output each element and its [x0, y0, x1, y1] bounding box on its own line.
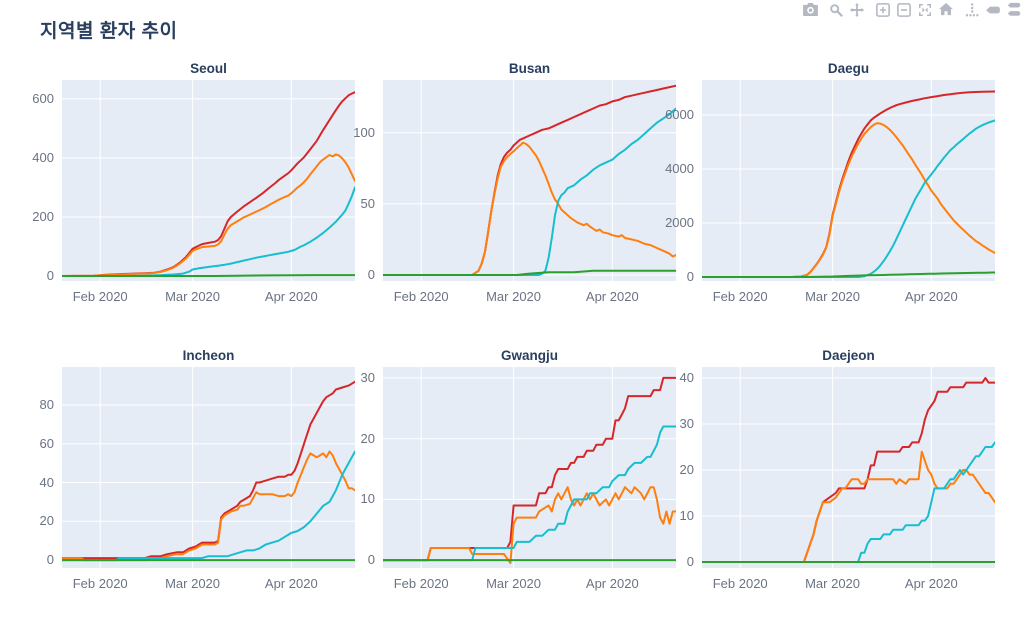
- series-line[interactable]: [383, 376, 676, 562]
- x-tick-label: Feb 2020: [393, 576, 449, 591]
- camera-icon[interactable]: [802, 2, 818, 17]
- x-tick-label: Mar 2020: [486, 289, 542, 304]
- hover-closest-icon[interactable]: [985, 2, 1001, 17]
- subplot-title-seoul: Seoul: [190, 61, 227, 76]
- series-line[interactable]: [702, 90, 995, 278]
- series-line[interactable]: [383, 107, 676, 276]
- x-tick-label: Feb 2020: [712, 289, 768, 304]
- y-tick-label: 30: [679, 416, 694, 432]
- series-line[interactable]: [383, 269, 676, 276]
- y-tick-label: 30: [360, 369, 375, 385]
- y-tick-label: 60: [39, 435, 54, 451]
- series-line[interactable]: [702, 119, 995, 278]
- zoom-in-icon[interactable]: [875, 2, 891, 17]
- x-tick-label: Mar 2020: [805, 289, 861, 304]
- modebar: [802, 2, 1022, 17]
- x-tick-label: Feb 2020: [72, 576, 128, 591]
- series-line[interactable]: [702, 271, 995, 278]
- series-line[interactable]: [702, 441, 995, 563]
- series-line[interactable]: [62, 450, 355, 562]
- y-tick-label: 0: [367, 552, 375, 568]
- y-tick-label: 20: [39, 513, 54, 529]
- series-line[interactable]: [383, 425, 676, 562]
- x-tick-label: Feb 2020: [72, 289, 128, 304]
- x-tick-label: Apr 2020: [264, 289, 318, 304]
- plot-area-daejeon[interactable]: [702, 367, 995, 568]
- modebar-group: [828, 2, 865, 17]
- spikelines-icon[interactable]: [964, 2, 980, 17]
- y-tick-label: 400: [32, 149, 54, 165]
- y-tick-label: 0: [46, 552, 54, 568]
- y-tick-label: 4000: [665, 160, 694, 176]
- x-tick-label: Mar 2020: [165, 576, 221, 591]
- series-line[interactable]: [62, 450, 355, 562]
- x-tick-label: Mar 2020: [805, 576, 861, 591]
- modebar-group: [802, 2, 818, 17]
- autoscale-icon[interactable]: [917, 2, 933, 17]
- y-tick-label: 10: [360, 491, 375, 507]
- y-tick-label: 20: [360, 430, 375, 446]
- home-icon[interactable]: [938, 2, 954, 17]
- y-tick-label: 20: [679, 462, 694, 478]
- y-tick-label: 40: [679, 370, 694, 386]
- subplot-title-daejeon: Daejeon: [822, 348, 875, 363]
- y-tick-label: 100: [353, 124, 375, 140]
- y-tick-label: 0: [46, 267, 54, 283]
- plot-area-gwangju[interactable]: [383, 367, 676, 568]
- magnifier-icon[interactable]: [828, 2, 844, 17]
- plot-area-daegu[interactable]: [702, 80, 995, 281]
- y-tick-label: 0: [686, 269, 694, 284]
- series-line[interactable]: [62, 91, 355, 277]
- series-line[interactable]: [62, 380, 355, 560]
- plot-area-incheon[interactable]: [62, 367, 355, 568]
- series-line[interactable]: [62, 274, 355, 277]
- x-tick-label: Feb 2020: [712, 576, 768, 591]
- x-tick-label: Feb 2020: [393, 289, 449, 304]
- series-line[interactable]: [702, 122, 995, 278]
- series-line[interactable]: [383, 84, 676, 276]
- subplot-title-busan: Busan: [508, 61, 551, 76]
- x-tick-label: Apr 2020: [264, 576, 318, 591]
- series-line[interactable]: [62, 186, 355, 277]
- x-tick-label: Mar 2020: [486, 576, 542, 591]
- zoom-out-icon[interactable]: [896, 2, 912, 17]
- series-line[interactable]: [702, 450, 995, 563]
- y-tick-label: 10: [679, 508, 694, 524]
- plot-area-seoul[interactable]: [62, 80, 355, 281]
- y-tick-label: 600: [32, 90, 54, 106]
- modebar-group: [964, 2, 1022, 17]
- x-tick-label: Apr 2020: [904, 576, 958, 591]
- hover-compare-icon[interactable]: [1006, 2, 1022, 17]
- series-line[interactable]: [62, 153, 355, 277]
- series-line[interactable]: [383, 486, 676, 565]
- plot-area-busan[interactable]: [383, 80, 676, 281]
- x-tick-label: Mar 2020: [165, 289, 221, 304]
- series-line[interactable]: [383, 141, 676, 276]
- subplot-title-gwangju: Gwangju: [501, 348, 558, 363]
- x-tick-label: Apr 2020: [585, 289, 639, 304]
- y-tick-label: 50: [360, 195, 375, 211]
- page-title: 지역별 환자 추이: [40, 21, 178, 42]
- y-tick-label: 0: [686, 554, 694, 570]
- modebar-group: [875, 2, 954, 17]
- x-tick-label: Apr 2020: [904, 289, 958, 304]
- subplot-title-daegu: Daegu: [827, 61, 870, 76]
- pan-icon[interactable]: [849, 2, 865, 17]
- y-tick-label: 2000: [665, 214, 694, 230]
- x-tick-label: Apr 2020: [585, 576, 639, 591]
- y-tick-label: 6000: [665, 106, 694, 122]
- y-tick-label: 200: [32, 208, 54, 224]
- y-tick-label: 80: [39, 396, 54, 412]
- y-tick-label: 40: [39, 474, 54, 490]
- subplot-title-incheon: Incheon: [182, 348, 235, 363]
- y-tick-label: 0: [367, 267, 375, 283]
